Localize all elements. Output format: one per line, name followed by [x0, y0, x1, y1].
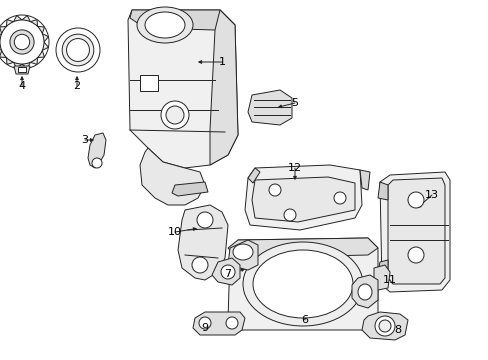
Polygon shape — [351, 275, 377, 308]
Ellipse shape — [56, 28, 100, 72]
Ellipse shape — [10, 30, 34, 54]
Polygon shape — [38, 26, 44, 33]
Ellipse shape — [284, 209, 295, 221]
Ellipse shape — [62, 34, 94, 66]
Ellipse shape — [221, 265, 235, 279]
Polygon shape — [14, 62, 22, 68]
Polygon shape — [140, 148, 204, 205]
Polygon shape — [14, 15, 22, 22]
Text: 2: 2 — [73, 81, 81, 91]
Polygon shape — [227, 240, 258, 270]
Polygon shape — [247, 90, 291, 125]
Ellipse shape — [378, 320, 390, 332]
Polygon shape — [379, 172, 449, 292]
Text: 8: 8 — [394, 325, 401, 335]
Polygon shape — [377, 182, 387, 200]
Polygon shape — [361, 312, 407, 340]
Text: 3: 3 — [81, 135, 88, 145]
Text: 10: 10 — [168, 227, 182, 237]
Polygon shape — [88, 133, 106, 168]
Polygon shape — [30, 58, 38, 64]
Ellipse shape — [165, 106, 183, 124]
Polygon shape — [387, 178, 444, 284]
Ellipse shape — [232, 244, 252, 260]
Text: 6: 6 — [301, 315, 308, 325]
Ellipse shape — [14, 34, 30, 50]
Ellipse shape — [407, 247, 423, 263]
Ellipse shape — [374, 316, 394, 336]
Polygon shape — [193, 312, 244, 335]
Text: 12: 12 — [287, 163, 302, 173]
Polygon shape — [22, 62, 30, 68]
Polygon shape — [6, 58, 14, 64]
Ellipse shape — [192, 257, 207, 273]
Polygon shape — [22, 15, 30, 22]
Ellipse shape — [0, 20, 44, 64]
Ellipse shape — [145, 12, 184, 38]
Ellipse shape — [407, 192, 423, 208]
Polygon shape — [377, 260, 387, 275]
Polygon shape — [42, 42, 48, 50]
Polygon shape — [6, 19, 14, 26]
Ellipse shape — [268, 184, 281, 196]
Ellipse shape — [197, 212, 213, 228]
Ellipse shape — [66, 39, 89, 62]
Ellipse shape — [137, 7, 193, 43]
Polygon shape — [0, 42, 1, 50]
Polygon shape — [38, 50, 44, 58]
Ellipse shape — [333, 192, 346, 204]
Polygon shape — [212, 258, 240, 285]
Ellipse shape — [243, 242, 362, 326]
Polygon shape — [130, 10, 235, 30]
Polygon shape — [30, 19, 38, 26]
Text: 7: 7 — [224, 269, 231, 279]
Polygon shape — [172, 182, 207, 196]
Polygon shape — [373, 265, 389, 290]
Polygon shape — [128, 10, 238, 168]
Ellipse shape — [92, 158, 102, 168]
Polygon shape — [0, 50, 6, 58]
Polygon shape — [251, 177, 354, 222]
Text: 5: 5 — [291, 98, 298, 108]
Polygon shape — [247, 168, 260, 183]
Ellipse shape — [252, 250, 352, 318]
Polygon shape — [244, 165, 361, 230]
Polygon shape — [227, 238, 377, 330]
Ellipse shape — [199, 317, 210, 329]
Polygon shape — [209, 10, 238, 165]
Polygon shape — [0, 33, 1, 42]
Bar — [18, 67, 26, 72]
Text: 13: 13 — [424, 190, 438, 200]
Polygon shape — [0, 26, 6, 33]
Polygon shape — [359, 170, 369, 190]
Polygon shape — [42, 33, 48, 42]
Ellipse shape — [161, 101, 189, 129]
Text: 4: 4 — [19, 81, 25, 91]
Ellipse shape — [357, 284, 371, 300]
Text: 11: 11 — [382, 275, 396, 285]
Polygon shape — [178, 205, 227, 280]
Ellipse shape — [225, 317, 238, 329]
Text: 1: 1 — [218, 57, 225, 67]
Bar — [140, 75, 158, 91]
Polygon shape — [14, 66, 30, 74]
Text: 9: 9 — [201, 323, 208, 333]
Polygon shape — [227, 238, 377, 258]
